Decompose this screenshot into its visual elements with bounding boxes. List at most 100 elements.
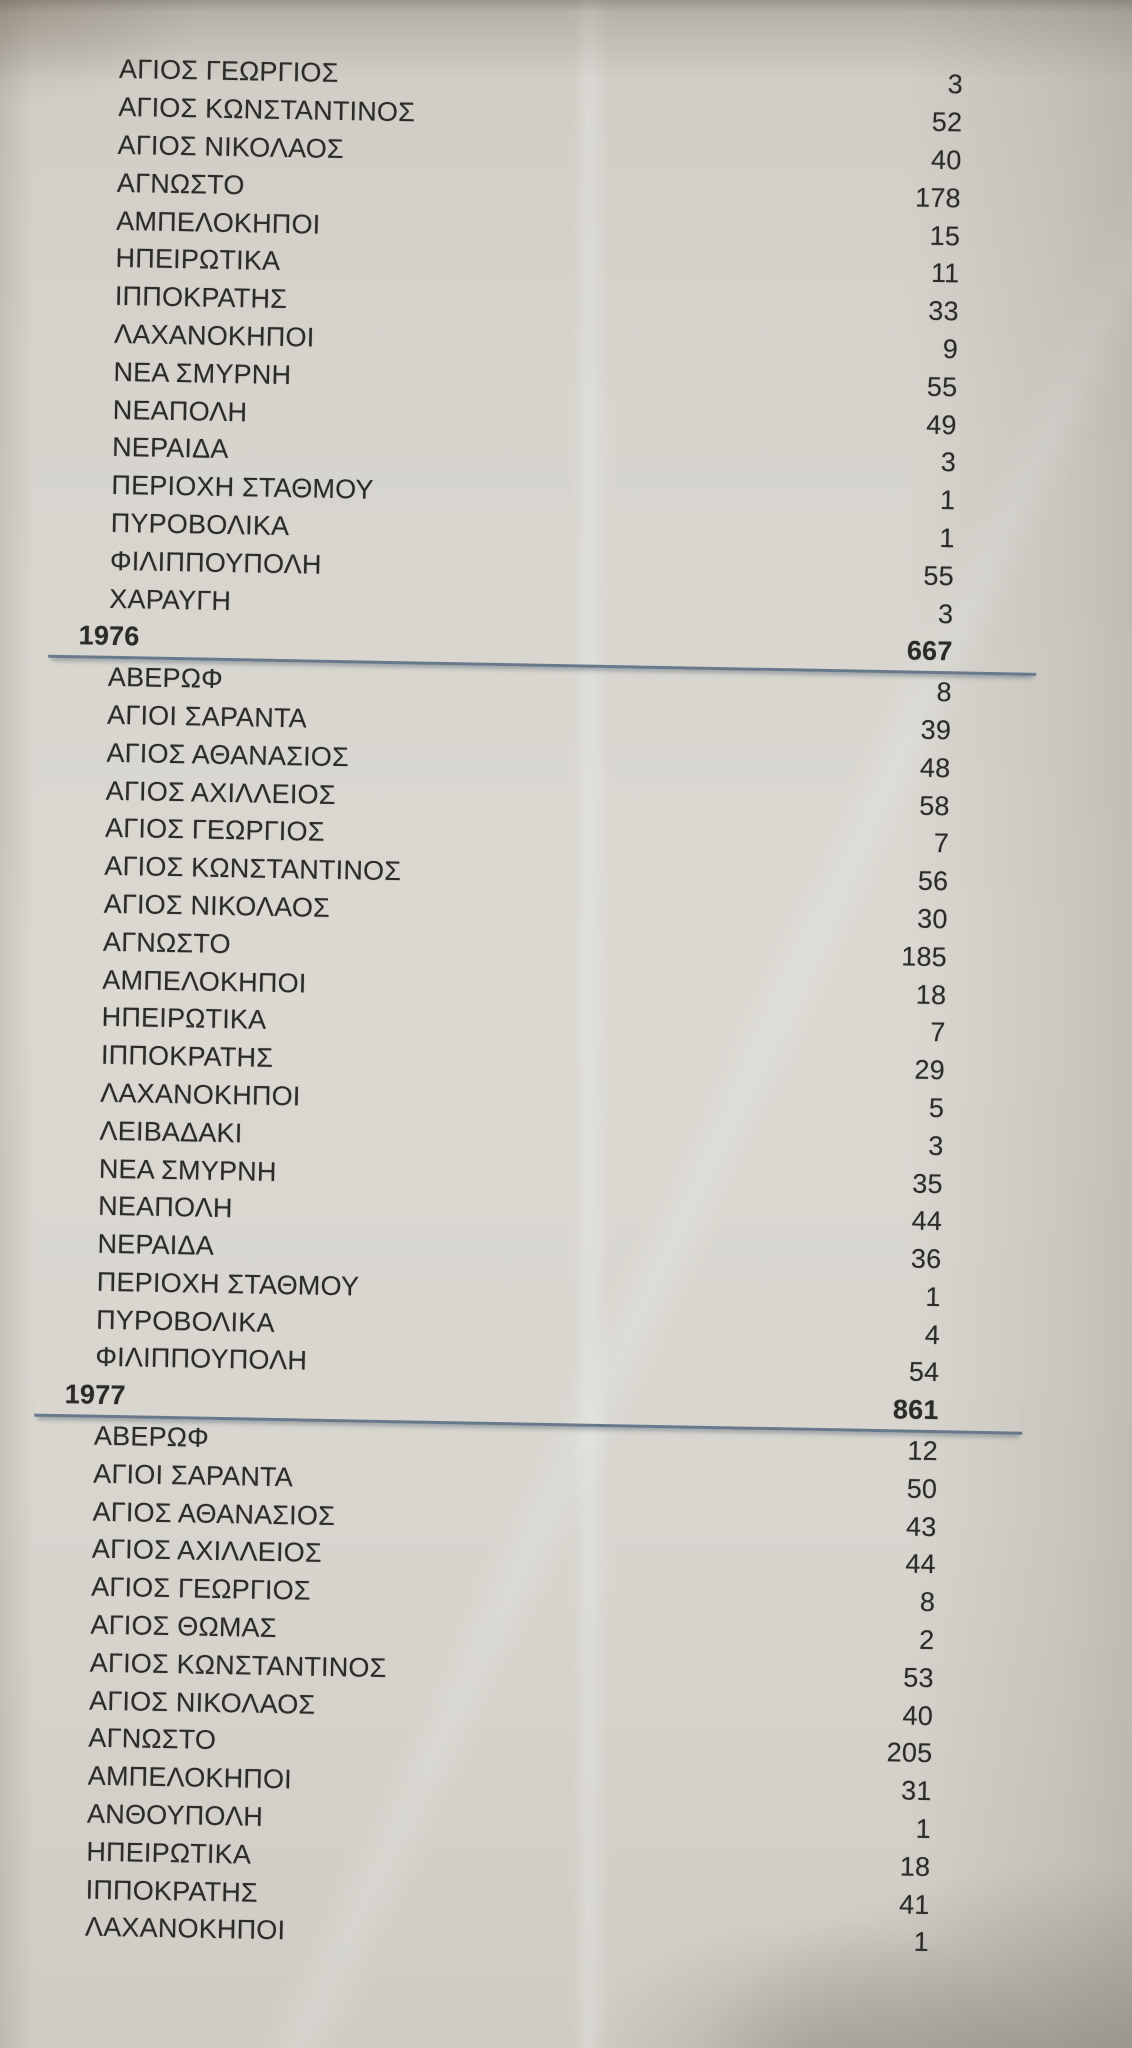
area-name: ΝΕΑΠΟΛΗ [112, 394, 248, 427]
area-count: 40 [902, 1700, 934, 1731]
area-name: ΗΠΕΙΡΩΤΙΚΑ [115, 243, 281, 277]
area-count: 3 [947, 69, 964, 100]
area-name: ΛΑΧΑΝΟΚΗΠΟΙ [113, 318, 315, 353]
area-name: ΝΕΑ ΣΜΥΡΝΗ [98, 1153, 277, 1187]
area-name: ΑΒΕΡΩΦ [93, 1420, 210, 1453]
area-name: ΑΓΙΟΣ ΚΩΝΣΤΑΝΤΙΝΟΣ [89, 1647, 387, 1683]
area-count: 178 [914, 182, 962, 214]
area-count: 52 [931, 107, 963, 138]
area-count: 7 [930, 1017, 946, 1048]
area-count: 1 [915, 1813, 932, 1845]
area-count: 58 [918, 790, 950, 821]
area-name: ΑΓΙΟΣ ΓΕΩΡΓΙΟΣ [118, 54, 339, 89]
area-name: ΑΓΝΩΣΤΟ [116, 167, 245, 201]
area-name: ΑΓΙΟΣ ΑΘΑΝΑΣΙΟΣ [92, 1496, 336, 1531]
area-name: ΗΠΕΙΡΩΤΙΚΑ [86, 1836, 252, 1870]
area-count: 18 [915, 979, 947, 1010]
area-name: ΠΥΡΟΒΟΛΙΚΑ [110, 507, 290, 542]
area-name: ΑΓΙΟΣ ΚΩΝΣΤΑΝΤΙΝΟΣ [104, 850, 402, 887]
year-label: 1976 [78, 620, 140, 652]
area-count: 48 [919, 752, 951, 784]
area-name: ΑΓΙΟΙ ΣΑΡΑΝΤΑ [93, 1458, 294, 1493]
report-rows: ΑΓΙΟΣ ΓΕΩΡΓΙΟΣ 3 ΑΓΙΟΣ ΚΩΝΣΤΑΝΤΙΝΟΣ 52 ΑΓΙΟΣ… [25, 50, 1037, 1962]
area-count: 8 [936, 677, 953, 708]
area-count: 53 [902, 1662, 934, 1693]
year-label: 1977 [64, 1379, 126, 1411]
area-count: 4 [924, 1319, 941, 1350]
area-name: ΑΜΠΕΛΟΚΗΠΟΙ [102, 964, 307, 999]
area-name: ΛΕΙΒΑΔΑΚΙ [99, 1115, 243, 1149]
area-count: 11 [930, 258, 960, 289]
area-count: 185 [900, 941, 948, 972]
area-name: ΑΓΙΟΣ ΓΕΩΡΓΙΟΣ [90, 1571, 311, 1606]
area-count: 41 [898, 1889, 930, 1920]
area-count: 55 [926, 371, 958, 403]
area-name: ΑΒΕΡΩΦ [107, 661, 224, 695]
area-name: ΗΠΕΙΡΩΤΙΚΑ [101, 1002, 267, 1036]
area-count: 15 [929, 220, 961, 251]
area-count: 7 [933, 828, 950, 859]
area-name: ΙΠΠΟΚΡΑΤΗΣ [85, 1874, 259, 1908]
area-name: ΛΑΧΑΝΟΚΗΠΟΙ [84, 1912, 286, 1946]
area-name: ΑΓΙΟΣ ΚΩΝΣΤΑΝΤΙΝΟΣ [118, 92, 416, 128]
area-count: 50 [906, 1473, 938, 1505]
area-name: ΑΓΙΟΣ ΝΙΚΟΛΑΟΣ [117, 129, 345, 165]
area-count: 56 [917, 865, 949, 897]
area-name: ΠΥΡΟΒΟΛΙΚΑ [95, 1304, 275, 1338]
area-name: ΦΙΛΙΠΠΟΥΠΟΛΗ [109, 545, 322, 580]
area-name: ΑΓΝΩΣΤΟ [88, 1723, 217, 1756]
area-name: ΑΓΙΟΣ ΑΧΙΛΛΕΙΟΣ [91, 1534, 323, 1569]
area-count: 29 [914, 1054, 946, 1086]
area-name: ΙΠΠΟΚΡΑΤΗΣ [100, 1039, 274, 1074]
area-name: ΑΓΙΟΣ ΓΕΩΡΓΙΟΣ [104, 813, 325, 848]
report-sheet: ΑΓΙΟΣ ΓΕΩΡΓΙΟΣ 3 ΑΓΙΟΣ ΚΩΝΣΤΑΝΤΙΝΟΣ 52 ΑΓΙΟΣ… [25, 50, 1037, 1958]
area-name: ΑΓΙΟΣ ΑΘΑΝΑΣΙΟΣ [106, 737, 350, 772]
area-count: 3 [940, 447, 957, 478]
area-name: ΙΠΠΟΚΡΑΤΗΣ [114, 281, 288, 315]
year-total-value: 667 [906, 635, 953, 667]
area-count: 44 [905, 1549, 937, 1580]
year-total-value: 861 [892, 1394, 939, 1426]
area-count: 44 [911, 1205, 943, 1237]
area-name: ΑΓΙΟΣ ΑΧΙΛΛΕΙΟΣ [105, 775, 336, 810]
area-count: 40 [930, 144, 962, 176]
area-count: 31 [900, 1775, 932, 1807]
area-name: ΛΑΧΑΝΟΚΗΠΟΙ [100, 1077, 301, 1112]
area-count: 18 [899, 1851, 931, 1882]
area-count: 1 [939, 485, 956, 516]
area-name: ΝΕΑ ΣΜΥΡΝΗ [113, 356, 292, 390]
area-count: 36 [910, 1243, 942, 1275]
area-count: 1 [925, 1281, 941, 1313]
area-count: 3 [927, 1130, 944, 1161]
area-count: 30 [916, 903, 948, 935]
area-count: 49 [925, 409, 957, 440]
area-name: ΠΕΡΙΟΧΗ ΣΤΑΘΜΟΥ [96, 1266, 360, 1302]
area-count: 8 [919, 1587, 936, 1618]
area-count: 54 [908, 1357, 940, 1388]
area-name: ΑΓΙΟΣ ΝΙΚΟΛΑΟΣ [103, 888, 331, 923]
area-name: ΑΓΝΩΣΤΟ [102, 926, 231, 959]
area-name: ΠΕΡΙΟΧΗ ΣΤΑΘΜΟΥ [111, 470, 374, 505]
area-count: 3 [937, 598, 954, 629]
area-name: ΑΓΙΟΙ ΣΑΡΑΝΤΑ [106, 699, 308, 734]
area-count: 2 [918, 1624, 935, 1656]
area-count: 9 [942, 334, 959, 365]
area-count: 5 [928, 1092, 945, 1124]
area-count: 12 [907, 1435, 939, 1467]
area-name: ΦΙΛΙΠΠΟΥΠΟΛΗ [95, 1342, 308, 1377]
area-count: 1 [913, 1927, 930, 1958]
area-name: ΑΜΠΕΛΟΚΗΠΟΙ [116, 205, 321, 240]
area-count: 35 [912, 1168, 944, 1199]
area-name: ΑΓΙΟΣ ΝΙΚΟΛΑΟΣ [88, 1685, 316, 1720]
area-name: ΝΕΑΠΟΛΗ [97, 1191, 233, 1224]
area-count: 55 [923, 560, 955, 592]
area-name: ΑΓΙΟΣ ΘΩΜΑΣ [90, 1609, 277, 1644]
area-name: ΑΝΘΟΥΠΟΛΗ [86, 1798, 264, 1832]
area-count: 33 [928, 295, 960, 327]
area-name: ΧΑΡΑΥΓΗ [109, 583, 232, 616]
area-count: 205 [886, 1737, 933, 1769]
area-name: ΑΜΠΕΛΟΚΗΠΟΙ [87, 1760, 293, 1795]
area-count: 1 [939, 522, 955, 554]
area-name: ΝΕΡΑΙΔΑ [97, 1228, 215, 1261]
